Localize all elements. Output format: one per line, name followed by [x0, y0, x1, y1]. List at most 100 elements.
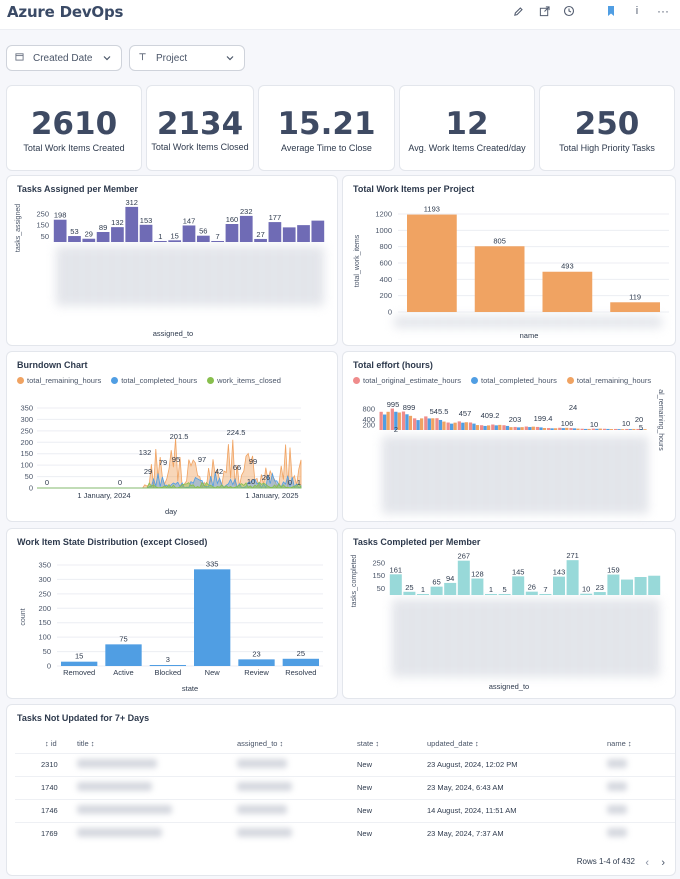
bar: [401, 411, 406, 430]
x-axis-label: state: [182, 684, 198, 693]
legend-item[interactable]: total_completed_hours: [111, 376, 197, 385]
bar: [464, 422, 468, 430]
bar: [528, 427, 532, 430]
bar: [475, 425, 480, 430]
chart-title: Tasks Completed per Member: [353, 537, 481, 547]
kpi-label: Average Time to Close: [281, 143, 372, 153]
data-label: 995: [387, 400, 400, 409]
data-label: 15: [171, 231, 179, 240]
y-tick-label: 200: [379, 291, 392, 300]
bar: [580, 593, 593, 595]
work-items-project-card: Total Work Items per Project 1200 1000 800…: [342, 175, 676, 346]
cell-id[interactable]: 1746: [15, 798, 73, 822]
next-page-icon[interactable]: ›: [661, 857, 665, 869]
col-header-assigned-to[interactable]: assigned_to ↕: [237, 739, 284, 749]
col-header-state[interactable]: state ↕: [357, 739, 380, 749]
kpi-value: 2134: [156, 106, 244, 142]
state-distribution-chart: 350 300 250 200 150 100 50 0 15 Removed 75 Active 3 B…: [20, 559, 323, 693]
created-date-filter[interactable]: Created Date: [6, 45, 122, 71]
data-label: 161: [390, 565, 403, 574]
bar: [607, 574, 620, 595]
cell-assigned-to: [233, 752, 353, 776]
y-tick-label: 250: [372, 558, 385, 567]
bar: [168, 240, 182, 242]
chart-title: Tasks Assigned per Member: [17, 184, 139, 194]
tasks-assigned-card: Tasks Assigned per Member 250 150 50 198 53 2…: [6, 175, 338, 346]
blurred-x-labels: [393, 316, 663, 328]
table-row: 1769 New 23 May, 2024, 7:37 AM: [15, 821, 675, 845]
bar: [614, 428, 618, 430]
col-header-id[interactable]: ↕ id: [45, 739, 57, 749]
cell-id[interactable]: 1769: [15, 821, 73, 845]
bar: [491, 424, 495, 430]
chart-title: Total Work Items per Project: [353, 184, 475, 194]
cell-id[interactable]: 1740: [15, 775, 73, 799]
edit-icon[interactable]: [509, 2, 527, 20]
data-label: 97: [198, 455, 206, 464]
bar: [394, 411, 398, 430]
data-label: 160: [226, 215, 239, 224]
bar: [593, 592, 606, 595]
data-label: 15: [75, 652, 83, 661]
y-tick-label: 100: [38, 633, 51, 642]
col-header-name[interactable]: name ↕: [607, 739, 632, 749]
data-label: 0: [118, 478, 122, 487]
x-axis-label: assigned_to: [153, 329, 193, 338]
x-tick-label: 1 January, 2024: [77, 491, 130, 500]
legend-item[interactable]: total_original_estimate_hours: [353, 376, 461, 385]
bar: [96, 231, 110, 242]
history-icon[interactable]: [560, 2, 578, 20]
y-tick-label: 400: [379, 275, 392, 284]
data-label: 899: [403, 403, 416, 412]
share-icon[interactable]: [535, 2, 553, 20]
data-label: 177: [269, 213, 282, 222]
y-tick-label: 200: [362, 420, 375, 429]
state-distribution-card: Work Item State Distribution (except Clo…: [6, 528, 338, 699]
legend-item[interactable]: work_items_closed: [207, 376, 281, 385]
data-label: 65: [432, 578, 440, 587]
sort-icon: ↕: [373, 739, 380, 749]
legend-item[interactable]: total_remaining_hours: [566, 376, 651, 385]
cell-updated-date: 23 May, 2024, 7:37 AM: [423, 821, 603, 845]
bar: [583, 428, 588, 430]
bar: [531, 426, 535, 430]
bar: [149, 665, 186, 666]
bar: [591, 428, 595, 430]
project-filter[interactable]: Project: [129, 45, 245, 71]
legend-item[interactable]: total_completed_hours: [470, 376, 557, 385]
row-count: Rows 1-4 of 432: [576, 857, 635, 866]
data-label: 457: [459, 409, 472, 418]
data-label: 3: [166, 655, 170, 664]
bar: [405, 414, 409, 430]
y-tick-label: 50: [41, 232, 49, 241]
y-tick-label: 0: [388, 308, 392, 317]
prev-page-icon[interactable]: ‹: [645, 857, 649, 869]
data-label: 75: [119, 634, 127, 643]
cell-state: New: [353, 775, 423, 799]
cell-id[interactable]: 2310: [15, 752, 73, 776]
chevron-down-icon: [225, 53, 235, 66]
col-header-title[interactable]: title ↕: [77, 739, 95, 749]
text-type-icon: [138, 52, 150, 64]
bar: [636, 428, 640, 430]
chart-title: Burndown Chart: [17, 360, 88, 370]
bar: [485, 594, 497, 595]
x-axis-label: assigned_to: [489, 682, 529, 691]
cell-name: [603, 798, 675, 822]
bar: [483, 425, 487, 430]
chart-title: Work Item State Distribution (except Clo…: [17, 537, 208, 547]
y-tick-label: 250: [38, 589, 51, 598]
bar: [53, 219, 67, 242]
data-label: 10: [247, 477, 255, 486]
bookmark-icon[interactable]: [602, 2, 620, 20]
col-header-updated-date[interactable]: updated_date ↕: [427, 739, 479, 749]
info-icon[interactable]: i: [635, 5, 639, 17]
legend-item[interactable]: total_remaining_hours: [17, 376, 101, 385]
more-icon[interactable]: ···: [657, 4, 669, 18]
y-tick-label: 200: [20, 438, 33, 447]
sort-icon: ↕: [45, 739, 51, 749]
bar: [182, 225, 196, 242]
burndown-card: Burndown Chart total_remaining_hours tot…: [6, 351, 338, 522]
data-label: 1: [158, 232, 162, 241]
y2-axis-label: al_remaining_hours: [657, 389, 664, 451]
